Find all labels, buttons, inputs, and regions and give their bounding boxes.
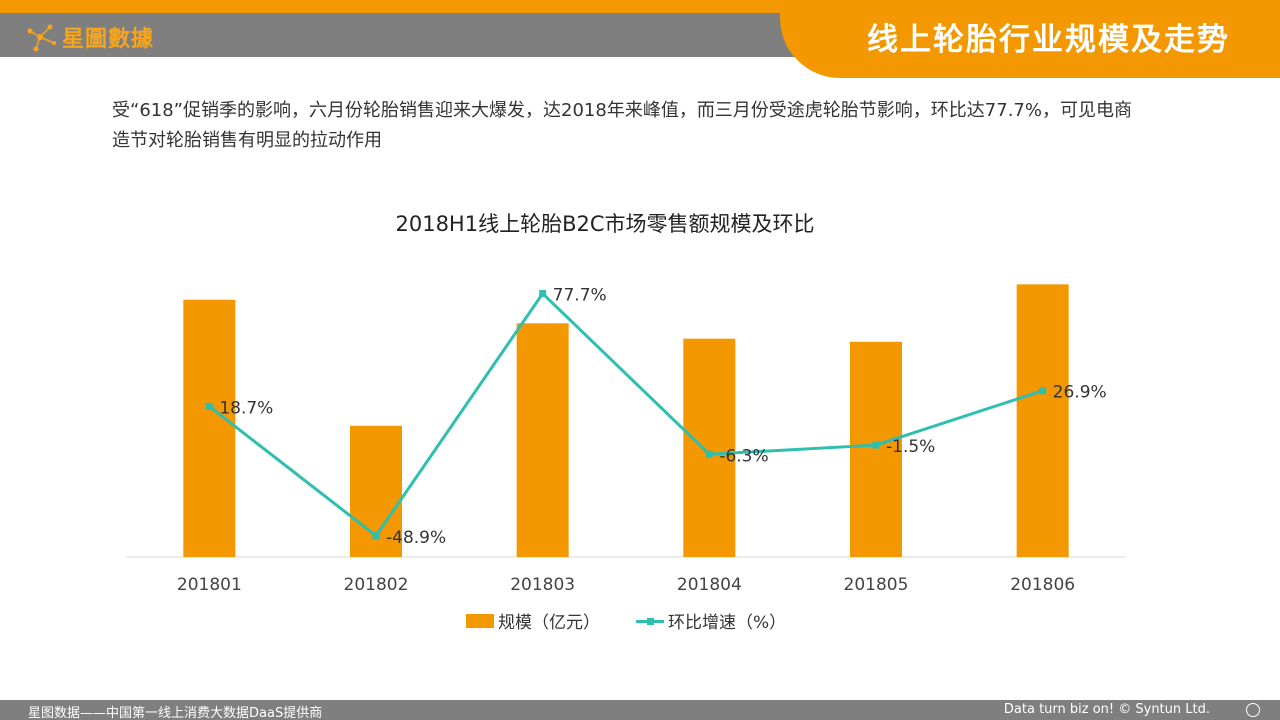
data-label: -1.5% — [886, 437, 935, 457]
legend-line-swatch — [636, 614, 664, 628]
header-bar — [0, 13, 860, 57]
legend-bar-label: 规模（亿元） — [498, 613, 600, 633]
data-label: 26.9% — [1053, 383, 1107, 403]
constellation-icon — [27, 24, 56, 52]
line-point — [539, 290, 547, 298]
chart-title: 2018H1线上轮胎B2C市场零售额规模及环比 — [395, 212, 815, 236]
bar — [850, 341, 902, 557]
page-title: 线上轮胎行业规模及走势 — [867, 22, 1230, 58]
footer-tagline: 星图数据——中国第一线上消费大数据DaaS提供商 — [28, 706, 323, 720]
line-point — [205, 402, 213, 410]
header-title-banner — [780, 0, 1280, 78]
x-tick-label: 201805 — [844, 575, 909, 595]
circle-icon — [1246, 703, 1260, 717]
legend-bar-swatch — [466, 613, 494, 628]
line-point — [872, 441, 880, 449]
x-tick-label: 201802 — [344, 575, 409, 595]
x-tick-label: 201803 — [510, 575, 575, 595]
line-point — [1039, 387, 1047, 395]
bar — [516, 323, 569, 557]
data-label: 77.7% — [553, 286, 607, 306]
line-point — [372, 532, 380, 540]
bar — [683, 338, 736, 557]
intro-paragraph: 受“618”促销季的影响，六月份轮胎销售迎来大爆发，达2018年来峰值，而三月份… — [112, 100, 1132, 151]
line-series — [208, 291, 1044, 538]
footer-copyright: Data turn biz on! © Syntun Ltd. — [1003, 702, 1210, 717]
bar — [1016, 284, 1069, 557]
x-tick-label: 201801 — [177, 575, 242, 595]
data-label: 18.7% — [219, 398, 273, 418]
x-tick-label: 201806 — [1010, 575, 1075, 595]
chart-legend: 规模（亿元） 环比增速（%） — [466, 608, 786, 633]
x-tick-label: 201804 — [677, 575, 742, 595]
line-point — [705, 450, 713, 458]
bar — [183, 299, 236, 557]
data-label: -6.3% — [719, 446, 768, 466]
legend-line-label: 环比增速（%） — [668, 613, 787, 633]
data-label: -48.9% — [386, 528, 446, 548]
footer-bar: 星图数据——中国第一线上消费大数据DaaS提供商 Data turn biz o… — [0, 700, 1280, 720]
logo-text: 星圖數據 — [62, 27, 155, 52]
brand-logo: 星圖數據 — [26, 17, 154, 57]
